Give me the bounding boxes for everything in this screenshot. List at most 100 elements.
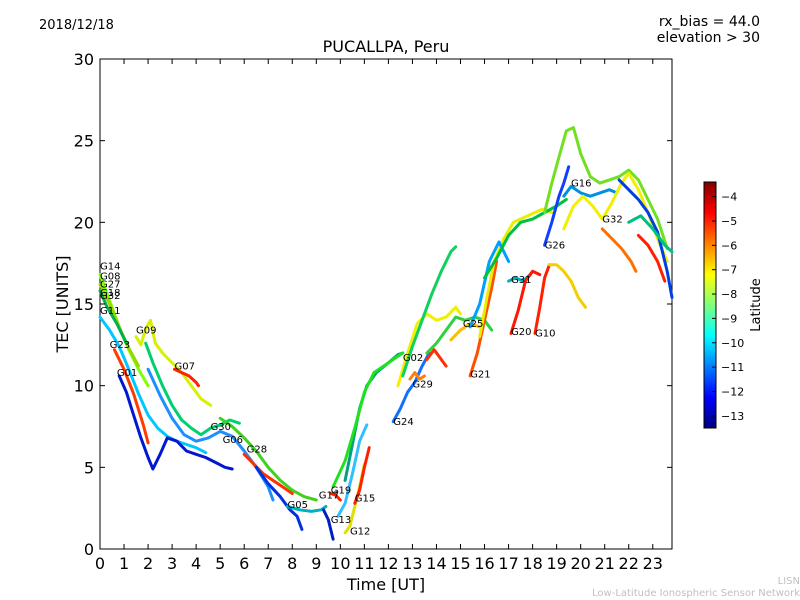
sat-label-g29: G29 [412,379,432,390]
tec-trace-g05 [254,465,304,531]
tec-trace-g13 [322,508,335,541]
tec-trace-g23 [112,348,150,445]
colorbar-tick-label: −11 [721,361,744,374]
tec-trace-g28 [242,452,294,495]
colorbar-tick-label: −12 [721,385,744,398]
rx-bias-label: rx_bias = 44.0 [658,14,760,30]
x-tick-label: 22 [619,554,639,573]
sat-label-g11: G11 [100,306,120,317]
tec-trace-g24b [391,351,431,424]
colorbar-tick-label: −4 [721,191,737,204]
y-axis-label: TEC [UNITS] [53,256,72,354]
sat-label-g31: G31 [511,275,531,286]
axes: 0 1 2 3 4 5 6 7 8 9 10 11 12 13 14 15 16 17 18 19 20 21 22 2305… [74,50,672,573]
sat-label-g20: G20 [511,327,531,338]
x-tick-label: 16 [474,554,494,573]
tec-trace-g21b [478,207,554,339]
colorbar-tick-label: −8 [721,288,737,301]
tec-trace-g30 [144,341,241,437]
sat-label-g28: G28 [247,445,267,456]
tec-trace-g10 [533,263,551,335]
sat-label-g21: G21 [470,370,490,381]
tec-trace-g32s [617,178,674,299]
sat-label-g07: G07 [175,361,195,372]
date-label: 2018/12/18 [39,18,114,33]
series-layer [98,126,674,541]
x-tick-label: 21 [595,554,615,573]
satellite-labels: G14G08G27G18G32G11G09G23G01G07G30G06G28G… [100,178,623,537]
x-tick-label: 3 [167,554,177,573]
tec-trace-g21 [468,260,499,378]
tec-trace-g01 [117,374,234,471]
colorbar-tick-label: −5 [721,215,737,228]
tec-trace-g29 [408,371,426,381]
sat-label-g25: G25 [463,319,483,330]
plot-background [99,58,673,550]
x-tick-label: 23 [643,554,663,573]
sat-label-g30: G30 [211,422,231,433]
tec-trace-g07 [173,367,200,388]
y-tick-label: 0 [84,540,94,559]
sat-label-g12: G12 [350,526,370,537]
sat-label-g10: G10 [535,329,555,340]
colorbar-tick-label: −13 [721,410,744,423]
x-tick-label: 20 [570,554,590,573]
tec-trace-g16 [562,184,619,198]
colorbar-gradient [703,181,717,429]
sat-label-g08: G08 [100,272,120,283]
sat-label-g32: G32 [602,214,622,225]
sat-label-g32: G32 [100,291,120,302]
x-tick-label: 4 [191,554,201,573]
elevation-label: elevation > 30 [656,30,760,46]
tec-trace-g32u [627,214,674,254]
tec-trace-g09 [134,318,213,407]
tec-trace-g11 [98,315,208,455]
sat-label-g05: G05 [287,500,307,511]
sat-label-g26: G26 [545,240,565,251]
sat-label-g15: G15 [355,494,375,505]
x-tick-label: 18 [522,554,542,573]
tec-trace-g27 [98,289,128,345]
y-tick-label: 10 [74,377,94,396]
x-tick-label: 15 [450,554,470,573]
tec-trace-g20 [509,269,542,335]
x-tick-label: 7 [263,554,273,573]
tec-trace-g18tail [396,305,462,388]
sat-label-g06: G06 [223,435,243,446]
x-axis-label: Time [UT] [346,575,425,594]
colorbar-tick-label: −7 [721,264,737,277]
x-tick-label: 9 [311,554,321,573]
tec-trace-g29b [425,348,448,368]
x-tick-label: 19 [546,554,566,573]
colorbar-tick-label: −9 [721,312,737,325]
sat-label-g14: G14 [100,262,120,273]
x-tick-label: 10 [330,554,350,573]
sat-label-g19: G19 [331,485,351,496]
y-tick-label: 5 [84,458,94,477]
colorbar-label: Latitude [749,278,764,332]
y-tick-label: 20 [74,213,94,232]
tec-trace-g15b [336,423,369,518]
sat-label-g09: G09 [136,325,156,336]
sat-label-g23: G23 [110,340,130,351]
chart-title: PUCALLPA, Peru [322,37,450,56]
y-tick-label: 15 [74,295,94,314]
sat-label-g01: G01 [117,368,137,379]
sat-label-g16: G16 [571,178,591,189]
x-tick-label: 2 [143,554,153,573]
colorbar-tick-label: −6 [721,239,737,252]
x-tick-label: 13 [402,554,422,573]
colorbar-tick-label: −10 [721,337,744,350]
sat-label-g24: G24 [393,417,413,428]
tec-trace-g32t [636,233,667,283]
x-tick-label: 0 [95,554,105,573]
x-tick-label: 17 [498,554,518,573]
sat-label-g17: G17 [319,490,339,501]
footer-network-name: Low-Latitude Ionospheric Sensor Network [592,588,800,599]
tec-trace-g19 [329,492,342,502]
x-tick-label: 1 [119,554,129,573]
y-tick-label: 30 [74,50,94,69]
tec-trace-g32tail [401,245,458,378]
tec-trace-g25b [449,322,482,342]
